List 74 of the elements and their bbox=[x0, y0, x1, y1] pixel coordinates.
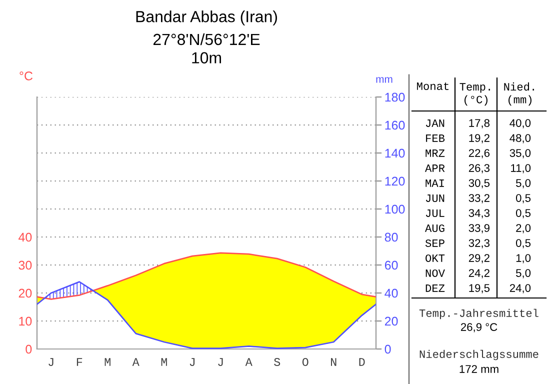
y-tick-label: 10 bbox=[19, 316, 32, 326]
x-tick-label: A bbox=[245, 358, 252, 366]
text: 19,5 bbox=[469, 284, 490, 294]
text: DEZ bbox=[426, 284, 445, 292]
text: MRZ bbox=[426, 150, 445, 157]
x-tick-label: J bbox=[218, 358, 223, 366]
x-tick-label: D bbox=[359, 358, 365, 366]
text: NOV bbox=[426, 269, 445, 277]
y2-tick-label: 0 bbox=[384, 344, 391, 354]
text: 26,3 bbox=[468, 164, 490, 174]
y2-tick-label: 160 bbox=[385, 120, 405, 130]
text: 172 mm bbox=[460, 365, 498, 373]
text: MAI bbox=[426, 180, 444, 187]
text: 29,2 bbox=[468, 254, 490, 264]
text: Niederschlagssumme bbox=[420, 350, 538, 360]
x-tick-label: A bbox=[132, 358, 140, 366]
text: 5,0 bbox=[516, 269, 531, 278]
text: 1,0 bbox=[516, 254, 531, 264]
text: 26,9 °C bbox=[460, 323, 498, 332]
text: AUG bbox=[424, 224, 444, 232]
text: JUL bbox=[426, 210, 444, 217]
chart-subtitle: 27°8'N/56°12'E 10m bbox=[153, 33, 260, 64]
text: 32,3 bbox=[468, 239, 490, 248]
text: OKT bbox=[426, 254, 445, 262]
text: APR bbox=[424, 164, 445, 172]
y-axis-title: °C bbox=[20, 72, 33, 80]
x-tick-label: J bbox=[190, 358, 195, 366]
text: 40,0 bbox=[510, 119, 531, 128]
text: FEB bbox=[426, 134, 445, 142]
x-tick-label: S bbox=[274, 358, 280, 366]
text: 33,9 bbox=[468, 224, 490, 234]
text: 19,2 bbox=[469, 134, 490, 144]
text: 30,5 bbox=[468, 179, 490, 188]
y2-tick-label: 100 bbox=[385, 204, 405, 214]
text: 5,0 bbox=[516, 179, 531, 188]
y-tick-label: 40 bbox=[18, 232, 32, 242]
y-tick-label: 30 bbox=[18, 260, 32, 270]
text: Temp.-Jahresmittel bbox=[419, 308, 538, 320]
y-tick-label: 20 bbox=[18, 288, 32, 298]
y2-tick-label: 140 bbox=[385, 148, 405, 158]
text: JAN bbox=[426, 120, 444, 127]
text: 33,2 bbox=[468, 194, 490, 204]
text: 24,0 bbox=[510, 284, 531, 294]
text: Nied. (mm) bbox=[504, 82, 534, 106]
x-tick-label: J bbox=[48, 358, 54, 366]
text: 0,5 bbox=[516, 209, 531, 218]
chart-title: Bandar Abbas (Iran) bbox=[136, 10, 277, 26]
text: SEP bbox=[425, 239, 444, 247]
text: 34,3 bbox=[468, 209, 490, 218]
text: Monat bbox=[417, 82, 449, 90]
x-tick-label: M bbox=[161, 358, 167, 366]
text: 2,0 bbox=[516, 224, 531, 234]
text: 24,2 bbox=[468, 269, 490, 278]
y-tick-label: 0 bbox=[26, 344, 32, 354]
text: 0,5 bbox=[516, 194, 531, 204]
text: JUN bbox=[426, 194, 444, 202]
y2-tick-label: 20 bbox=[384, 316, 398, 326]
y2-axis-title: mm bbox=[376, 77, 392, 83]
text: 22,6 bbox=[468, 149, 490, 158]
y2-tick-label: 40 bbox=[384, 288, 398, 298]
text: Temp. (°C) bbox=[460, 83, 490, 106]
x-tick-label: O bbox=[302, 358, 308, 366]
y2-tick-label: 80 bbox=[384, 232, 398, 242]
text: 35,0 bbox=[510, 149, 531, 158]
x-tick-label: F bbox=[76, 358, 82, 366]
text: 11,0 bbox=[511, 164, 531, 174]
text: 17,8 bbox=[469, 119, 490, 128]
x-tick-label: N bbox=[331, 358, 336, 366]
text: 48,0 bbox=[510, 134, 531, 144]
text: 0,5 bbox=[516, 239, 531, 248]
y2-tick-label: 180 bbox=[385, 92, 405, 102]
x-tick-label: M bbox=[104, 358, 110, 366]
y2-tick-label: 60 bbox=[384, 260, 398, 270]
y2-tick-label: 120 bbox=[385, 176, 405, 186]
